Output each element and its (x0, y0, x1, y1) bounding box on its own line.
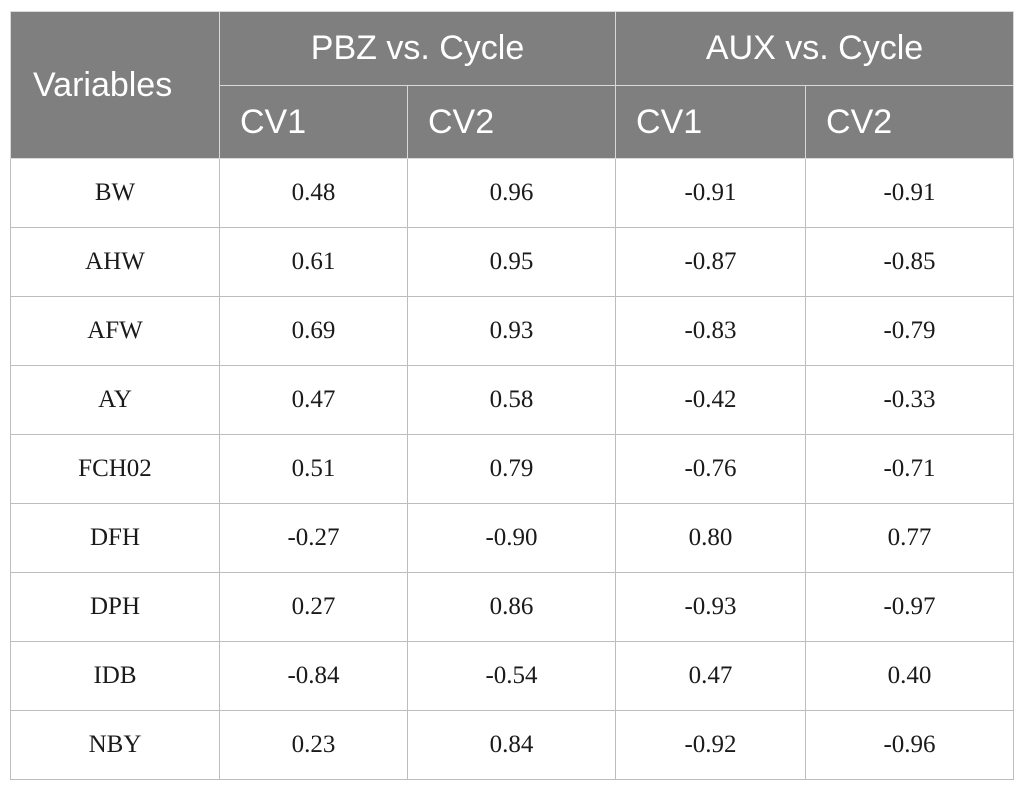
value-cell: 0.96 (406, 158, 617, 228)
value-cell: -0.96 (805, 710, 1015, 780)
value-cell: -0.91 (805, 158, 1015, 228)
table-row: DFH -0.27 -0.90 0.80 0.77 (10, 503, 1015, 573)
value-cell: -0.79 (805, 296, 1015, 366)
value-cell: -0.83 (615, 296, 807, 366)
variable-cell: IDB (10, 641, 220, 711)
variables-header: Variables (10, 11, 220, 159)
value-cell: -0.92 (615, 710, 807, 780)
value-cell: -0.33 (805, 365, 1015, 435)
table-row: AFW 0.69 0.93 -0.83 -0.79 (10, 296, 1015, 366)
value-cell: -0.76 (615, 434, 807, 504)
group-header-aux: AUX vs. Cycle (615, 11, 1015, 86)
group-header-pbz: PBZ vs. Cycle (218, 11, 617, 86)
value-cell: -0.97 (805, 572, 1015, 642)
subheader-cv1-aux: CV1 (615, 85, 807, 159)
value-cell: 0.47 (615, 641, 807, 711)
value-cell: -0.71 (805, 434, 1015, 504)
value-cell: -0.42 (615, 365, 807, 435)
variable-cell: DFH (10, 503, 220, 573)
variable-cell: AY (10, 365, 220, 435)
variable-cell: NBY (10, 710, 220, 780)
value-cell: 0.95 (406, 227, 617, 297)
variable-cell: AFW (10, 296, 220, 366)
value-cell: -0.91 (615, 158, 807, 228)
value-cell: -0.87 (615, 227, 807, 297)
value-cell: 0.51 (219, 434, 408, 504)
value-cell: 0.80 (615, 503, 807, 573)
value-cell: 0.61 (219, 227, 408, 297)
value-cell: 0.27 (219, 572, 408, 642)
table-row: FCH02 0.51 0.79 -0.76 -0.71 (10, 434, 1015, 504)
value-cell: 0.93 (406, 296, 617, 366)
value-cell: 0.58 (406, 365, 617, 435)
value-cell: 0.79 (406, 434, 617, 504)
value-cell: -0.85 (805, 227, 1015, 297)
canonical-variates-table: Variables PBZ vs. Cycle AUX vs. Cycle CV… (10, 11, 1015, 780)
variable-cell: BW (10, 158, 220, 228)
value-cell: 0.23 (219, 710, 408, 780)
value-cell: 0.40 (805, 641, 1015, 711)
table-row: AY 0.47 0.58 -0.42 -0.33 (10, 365, 1015, 435)
value-cell: 0.86 (406, 572, 617, 642)
table-row: BW 0.48 0.96 -0.91 -0.91 (10, 158, 1015, 228)
value-cell: 0.84 (406, 710, 617, 780)
value-cell: -0.93 (615, 572, 807, 642)
value-cell: -0.90 (406, 503, 617, 573)
table-body: BW 0.48 0.96 -0.91 -0.91 AHW 0.61 0.95 -0.87 -0.8… (10, 158, 1015, 780)
variable-cell: AHW (10, 227, 220, 297)
subheader-cv2-pbz: CV2 (406, 85, 617, 159)
table-row: DPH 0.27 0.86 -0.93 -0.97 (10, 572, 1015, 642)
value-cell: 0.47 (219, 365, 408, 435)
subheader-cv1-pbz: CV1 (219, 85, 408, 159)
value-cell: -0.27 (219, 503, 408, 573)
variable-cell: DPH (10, 572, 220, 642)
variable-cell: FCH02 (10, 434, 220, 504)
value-cell: -0.54 (406, 641, 617, 711)
value-cell: 0.77 (805, 503, 1015, 573)
value-cell: 0.48 (219, 158, 408, 228)
results-table-container: Variables PBZ vs. Cycle AUX vs. Cycle CV… (10, 11, 1015, 780)
table-row: IDB -0.84 -0.54 0.47 0.40 (10, 641, 1015, 711)
value-cell: -0.84 (219, 641, 408, 711)
table-header: Variables PBZ vs. Cycle AUX vs. Cycle CV… (10, 11, 1015, 159)
subheader-cv2-aux: CV2 (805, 85, 1015, 159)
value-cell: 0.69 (219, 296, 408, 366)
table-row: NBY 0.23 0.84 -0.92 -0.96 (10, 710, 1015, 780)
table-row: AHW 0.61 0.95 -0.87 -0.85 (10, 227, 1015, 297)
